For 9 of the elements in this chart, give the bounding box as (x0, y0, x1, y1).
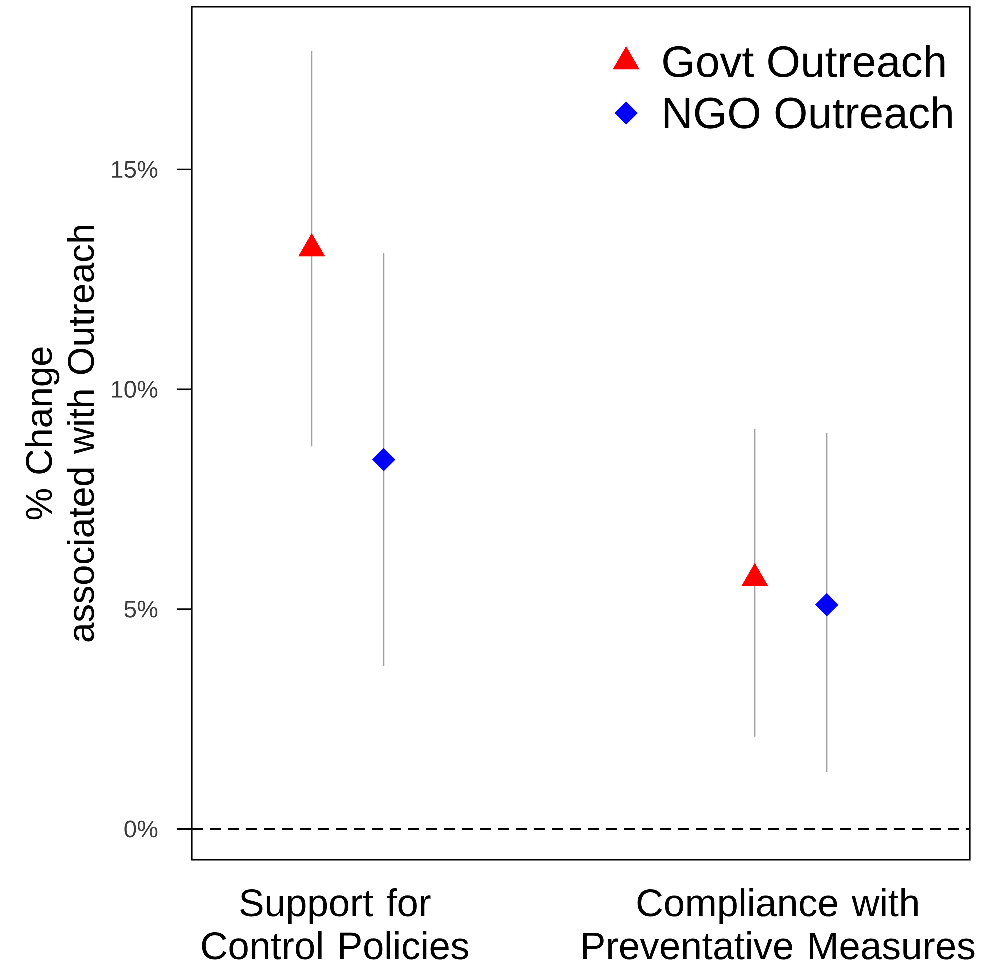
y-axis-title: % Change associated with Outreach (25, 226, 94, 642)
y-tick-label: 0% (124, 820, 158, 838)
x-tick-label: Compliance with Preventative Measures (583, 888, 975, 960)
x-tick-label: Support for Control Policies (202, 888, 468, 960)
legend-label: Govt Outreach (664, 45, 945, 78)
legend-label: NGO Outreach (664, 96, 952, 129)
y-tick-label: 15% (112, 161, 158, 178)
y-tick-label: 5% (124, 600, 158, 618)
y-tick-label: 10% (112, 381, 158, 398)
